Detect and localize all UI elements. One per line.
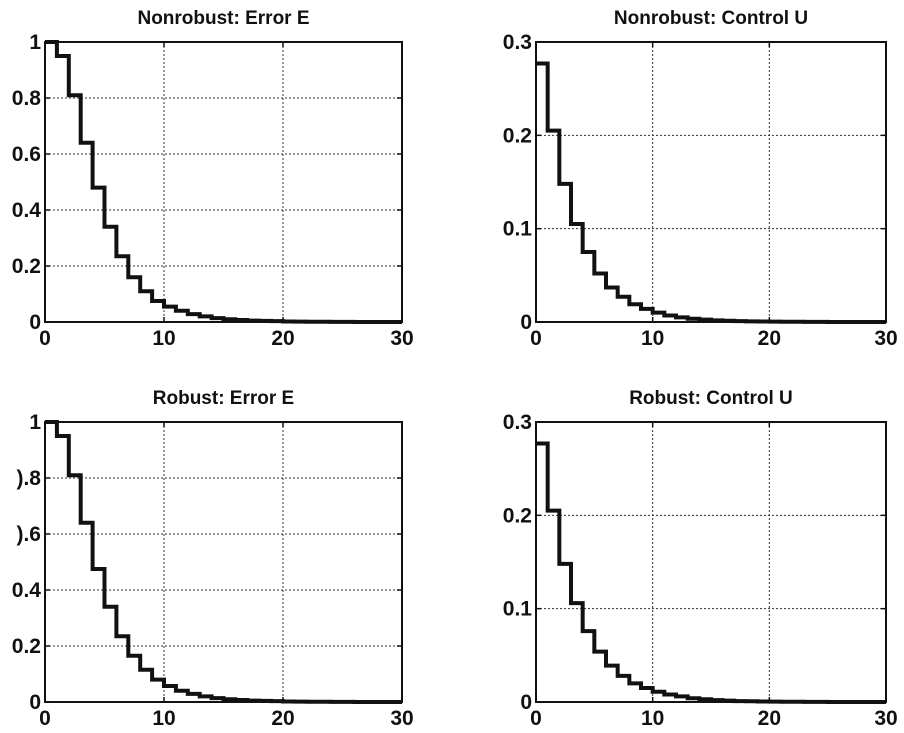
x-tick-label: 20 xyxy=(758,327,781,350)
subplot-nonrobust-error: 0 10 20 30 0 0.2 0.4 0.6 0.8 1 Nonrobust: Error E xyxy=(12,8,414,350)
subplot-nonrobust-control: 0 10 20 30 0 0.1 0.2 0.3 Nonrobust: Control U xyxy=(503,8,898,350)
axes-frame xyxy=(535,421,887,703)
x-tick-label: 0 xyxy=(530,327,542,350)
subplot-robust-control: 0 10 20 30 0 0.1 0.2 0.3 Robust: Control U xyxy=(503,388,898,730)
x-tick-label: 0 xyxy=(39,707,51,730)
y-tick-label: 0.2 xyxy=(12,255,41,278)
y-tick-label: 1 xyxy=(29,31,41,54)
y-tick-label: 0.8 xyxy=(12,87,42,110)
step-series-0 xyxy=(45,40,402,324)
subplot-robust-error: 0 10 20 30 0 0.2 0.4 ).6 ).8 1 Robust: Error E xyxy=(12,388,414,730)
x-tick-label: 20 xyxy=(758,707,781,730)
x-tick-label: 10 xyxy=(152,707,175,730)
y-tick-label: 0.1 xyxy=(503,218,533,241)
axes-frame xyxy=(44,421,403,703)
subplot-title: Robust: Error E xyxy=(153,388,294,409)
y-tick-label: 0.2 xyxy=(503,124,532,147)
y-tick-label: ).8 xyxy=(16,467,41,490)
y-tick-label: 0.2 xyxy=(503,504,532,527)
y-tick-label: 0.1 xyxy=(503,598,533,621)
y-tick-label: 0.3 xyxy=(503,411,532,434)
y-tick-label: 0.4 xyxy=(12,199,42,222)
y-tick-label: 1 xyxy=(29,411,41,434)
y-tick-label: 0 xyxy=(29,311,41,334)
y-tick-label: 0.4 xyxy=(12,579,42,602)
y-tick-label: 0.2 xyxy=(12,635,41,658)
axes-frame xyxy=(535,41,887,323)
x-tick-label: 10 xyxy=(641,707,664,730)
y-tick-label: 0 xyxy=(29,691,41,714)
y-tick-label: 0 xyxy=(520,311,532,334)
x-tick-label: 0 xyxy=(39,327,51,350)
step-series-0 xyxy=(536,61,886,324)
subplot-title: Nonrobust: Control U xyxy=(614,8,808,29)
subplot-title: Robust: Control U xyxy=(629,388,793,409)
x-tick-label: 30 xyxy=(874,707,897,730)
y-tick-label: 0.3 xyxy=(503,31,532,54)
y-tick-label: ).6 xyxy=(16,523,41,546)
x-tick-label: 10 xyxy=(641,327,664,350)
y-tick-label: 0.6 xyxy=(12,143,41,166)
x-tick-label: 30 xyxy=(390,327,413,350)
axes-frame xyxy=(44,41,403,323)
x-tick-label: 20 xyxy=(271,707,294,730)
y-tick-label: 0 xyxy=(520,691,532,714)
subplot-title: Nonrobust: Error E xyxy=(137,8,309,29)
step-series-0 xyxy=(45,420,402,704)
x-tick-label: 0 xyxy=(530,707,542,730)
step-series-0 xyxy=(536,441,886,704)
x-tick-label: 20 xyxy=(271,327,294,350)
x-tick-label: 30 xyxy=(874,327,897,350)
x-tick-label: 30 xyxy=(390,707,413,730)
x-tick-label: 10 xyxy=(152,327,175,350)
